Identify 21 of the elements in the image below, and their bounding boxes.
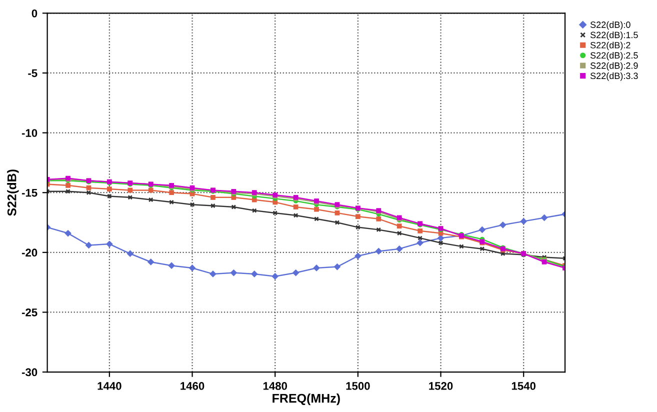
x-axis-title: FREQ(MHz) <box>272 394 340 406</box>
y-axis-title: S22(dB) <box>7 170 19 216</box>
legend-label: S22(dB):3.3 <box>590 72 638 81</box>
y-tick-label: -5 <box>28 69 38 78</box>
x-tick-label: 1520 <box>429 382 453 390</box>
x-tick-label: 1540 <box>512 382 536 390</box>
legend-label: S22(dB):2.5 <box>590 52 638 60</box>
legend-label: S22(dB):2.9 <box>590 62 638 71</box>
x-tick-label: 1500 <box>346 382 370 390</box>
y-tick-label: -20 <box>22 248 38 257</box>
y-tick-label: -15 <box>22 188 38 197</box>
y-tick-label: 0 <box>32 9 38 18</box>
legend-label: S22(dB):1.5 <box>590 32 638 40</box>
y-tick-label: -30 <box>22 368 38 376</box>
legend-label: S22(dB):2 <box>590 42 630 50</box>
legend-label: S22(dB):0 <box>590 21 630 30</box>
x-tick-label: 1480 <box>263 382 288 390</box>
x-tick-label: 1460 <box>180 382 204 390</box>
x-tick-label: 1440 <box>98 382 122 390</box>
y-tick-label: -10 <box>22 129 38 137</box>
y-tick-label: -25 <box>22 308 38 316</box>
